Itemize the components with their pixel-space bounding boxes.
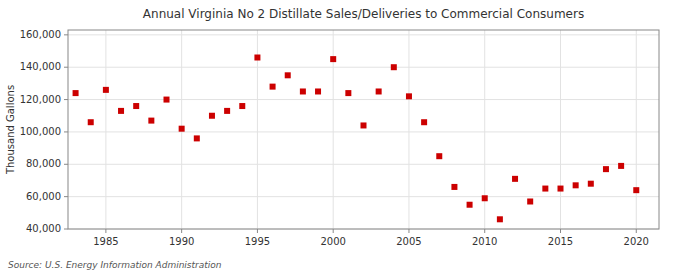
point (451, 184, 457, 190)
point (512, 176, 518, 182)
x-tick-label: 1995 (245, 236, 270, 247)
x-tick-label: 2020 (624, 236, 649, 247)
tick-mark (257, 229, 258, 233)
y-tick-label: 40,000 (26, 223, 61, 234)
point (345, 90, 351, 96)
x-tick-label: 2000 (320, 236, 345, 247)
grid-line (68, 67, 659, 68)
point (300, 88, 306, 94)
point (573, 182, 579, 188)
point (603, 166, 609, 172)
tick-mark (64, 99, 68, 100)
point (254, 55, 260, 61)
tick-mark (333, 229, 334, 233)
grid-line (636, 30, 637, 229)
title: Annual Virginia No 2 Distillate Sales/De… (143, 7, 584, 21)
y-tick-label: 160,000 (20, 29, 61, 40)
point (527, 198, 533, 204)
y-tick-label: 80,000 (26, 158, 61, 169)
point (88, 119, 94, 125)
point (618, 163, 624, 169)
point (330, 56, 336, 62)
tick-mark (64, 34, 68, 35)
tick-mark (484, 229, 485, 233)
point (361, 122, 367, 128)
grid (68, 30, 659, 229)
point (315, 88, 321, 94)
point (542, 186, 548, 192)
point (164, 97, 170, 103)
y-tick-label: 140,000 (20, 61, 61, 72)
source-note: Source: U.S. Energy Information Administ… (8, 260, 222, 270)
x-tick-label: 2005 (396, 236, 421, 247)
tick-mark (408, 229, 409, 233)
point (436, 153, 442, 159)
point (421, 119, 427, 125)
point (103, 87, 109, 93)
point (224, 108, 230, 114)
tick-mark (105, 229, 106, 233)
grid-line (560, 30, 561, 229)
tick-mark (64, 196, 68, 197)
y-tick-label: 60,000 (26, 191, 61, 202)
y-tick-label: 120,000 (20, 94, 61, 105)
axes: 40,000 60,000 80,000 100,000 120,000 140,000 1… (20, 29, 659, 247)
point (194, 135, 200, 141)
tick-mark (64, 131, 68, 132)
chart: 40,000 60,000 80,000 100,000 120,000 140,000 1… (0, 0, 675, 275)
plot-background (68, 30, 659, 229)
tick-mark (636, 229, 637, 233)
grid-line (68, 131, 659, 132)
grid-line (68, 164, 659, 165)
point (482, 195, 488, 201)
point (179, 126, 185, 132)
grid-line (68, 34, 659, 35)
x-tick-label: 1985 (93, 236, 118, 247)
y-axis-label: Thousand Gallons (5, 85, 16, 175)
point (376, 88, 382, 94)
point (118, 108, 124, 114)
x-tick-label: 1990 (169, 236, 194, 247)
point (558, 186, 564, 192)
x-tick-label: 2015 (548, 236, 573, 247)
grid-line (68, 99, 659, 100)
grid-line (105, 30, 106, 229)
tick-mark (64, 67, 68, 68)
grid-line (68, 196, 659, 197)
x-tick-label: 2010 (472, 236, 497, 247)
point (406, 93, 412, 99)
point (588, 181, 594, 187)
point (148, 118, 154, 124)
points (73, 55, 640, 223)
tick-mark (560, 229, 561, 233)
tick-mark (64, 229, 68, 230)
point (285, 72, 291, 78)
plot-frame (68, 30, 659, 229)
point (633, 187, 639, 193)
tick-mark (64, 164, 68, 165)
point (133, 103, 139, 109)
point (209, 113, 215, 119)
point (73, 90, 79, 96)
point (467, 202, 473, 208)
point (239, 103, 245, 109)
grid-line (408, 30, 409, 229)
point (497, 216, 503, 222)
chart-container: 40,000 60,000 80,000 100,000 120,000 140,000 1… (0, 0, 675, 275)
point (391, 64, 397, 70)
tick-mark (181, 229, 182, 233)
y-tick-label: 100,000 (20, 126, 61, 137)
point (270, 84, 276, 90)
